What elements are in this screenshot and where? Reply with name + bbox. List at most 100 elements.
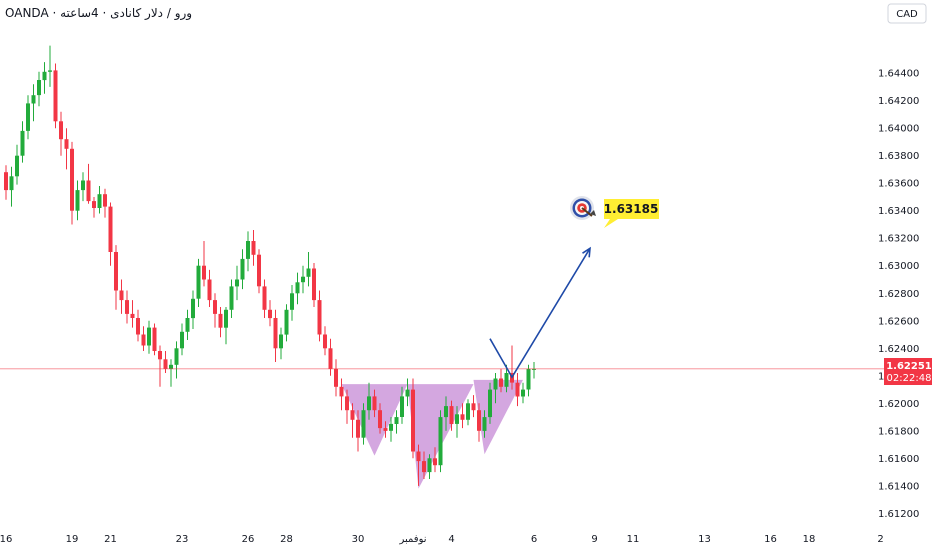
- candle[interactable]: [9, 166, 14, 207]
- target-callout[interactable]: 1.63185: [570, 196, 659, 228]
- candle[interactable]: [433, 447, 437, 473]
- candle[interactable]: [273, 309, 278, 362]
- candle[interactable]: [339, 378, 344, 411]
- candle[interactable]: [108, 202, 113, 266]
- candle[interactable]: [169, 359, 173, 387]
- projection-arrow[interactable]: [489, 246, 591, 379]
- candle[interactable]: [400, 386, 404, 424]
- candle[interactable]: [37, 71, 41, 107]
- candle[interactable]: [141, 326, 146, 351]
- candle[interactable]: [59, 111, 63, 156]
- candle[interactable]: [416, 444, 421, 486]
- candle[interactable]: [224, 307, 228, 345]
- candle[interactable]: [48, 45, 52, 87]
- candle[interactable]: [466, 399, 470, 426]
- candle[interactable]: [328, 338, 333, 376]
- candle[interactable]: [147, 320, 151, 354]
- candle[interactable]: [163, 351, 168, 373]
- candle[interactable]: [70, 141, 74, 225]
- candle[interactable]: [504, 364, 509, 393]
- candle[interactable]: [372, 389, 377, 418]
- candle[interactable]: [405, 378, 410, 407]
- candle[interactable]: [356, 410, 360, 452]
- candle[interactable]: [284, 304, 289, 342]
- candle[interactable]: [290, 285, 294, 321]
- candle[interactable]: [323, 326, 327, 356]
- candle[interactable]: [411, 378, 415, 459]
- candle[interactable]: [97, 186, 102, 214]
- candle[interactable]: [515, 373, 520, 407]
- candle[interactable]: [389, 417, 393, 442]
- candle[interactable]: [64, 128, 69, 170]
- candle[interactable]: [196, 258, 201, 307]
- currency-button[interactable]: [887, 3, 927, 24]
- candle[interactable]: [262, 279, 267, 319]
- candle[interactable]: [92, 197, 96, 218]
- candle[interactable]: [378, 403, 382, 434]
- candle[interactable]: [180, 323, 184, 356]
- pattern-triangle-3[interactable]: [473, 379, 524, 455]
- candle[interactable]: [499, 368, 503, 393]
- candle[interactable]: [526, 364, 531, 397]
- candle[interactable]: [449, 400, 454, 431]
- candle[interactable]: [477, 403, 481, 442]
- candle[interactable]: [251, 230, 256, 266]
- candle[interactable]: [532, 362, 536, 379]
- candle[interactable]: [31, 84, 36, 122]
- candle[interactable]: [20, 121, 25, 163]
- candle[interactable]: [427, 454, 432, 479]
- candle[interactable]: [422, 451, 426, 480]
- candle[interactable]: [350, 403, 355, 438]
- candle[interactable]: [455, 406, 459, 438]
- candle[interactable]: [438, 410, 443, 473]
- candle[interactable]: [218, 307, 223, 338]
- candle[interactable]: [367, 382, 371, 420]
- candle[interactable]: [185, 309, 190, 340]
- candle[interactable]: [229, 279, 234, 319]
- candle[interactable]: [86, 163, 91, 204]
- candle[interactable]: [460, 403, 465, 429]
- candle[interactable]: [235, 265, 239, 301]
- candle[interactable]: [26, 95, 30, 140]
- candle[interactable]: [130, 300, 135, 328]
- candle[interactable]: [268, 300, 272, 327]
- candle[interactable]: [301, 265, 305, 294]
- candle[interactable]: [383, 421, 388, 438]
- candle[interactable]: [279, 327, 283, 360]
- candle[interactable]: [114, 245, 118, 310]
- candle[interactable]: [334, 359, 338, 397]
- candle[interactable]: [345, 389, 349, 424]
- price-axis[interactable]: CAD 1.64400 1.64200 1.64000 1.63800 1.63600 1…: [878, 3, 927, 520]
- candle[interactable]: [191, 290, 195, 330]
- candle[interactable]: [213, 293, 217, 328]
- candle[interactable]: [81, 172, 85, 202]
- candle[interactable]: [125, 290, 129, 324]
- pattern-triangle-1[interactable]: [341, 384, 408, 456]
- candle[interactable]: [521, 382, 525, 404]
- candle[interactable]: [174, 341, 179, 379]
- candle[interactable]: [119, 279, 124, 314]
- candle[interactable]: [202, 241, 206, 287]
- candle[interactable]: [75, 180, 80, 221]
- candle[interactable]: [482, 410, 487, 438]
- candle[interactable]: [444, 396, 448, 431]
- candle[interactable]: [394, 410, 399, 434]
- candle[interactable]: [207, 269, 212, 307]
- time-axis[interactable]: 16 19 21 23 26 28 30 نوفمبر 4 6 9 11 13 16 18 2: [0, 534, 884, 545]
- candle[interactable]: [295, 272, 300, 305]
- candle[interactable]: [152, 323, 157, 356]
- candle[interactable]: [15, 144, 19, 185]
- candle[interactable]: [493, 373, 498, 404]
- candle[interactable]: [488, 382, 492, 424]
- candle[interactable]: [4, 165, 8, 200]
- candle[interactable]: [53, 63, 58, 129]
- candle[interactable]: [240, 249, 245, 290]
- candle[interactable]: [158, 345, 162, 387]
- candle[interactable]: [42, 62, 47, 94]
- candle[interactable]: [136, 309, 140, 342]
- candle[interactable]: [257, 249, 261, 294]
- candle[interactable]: [246, 231, 250, 272]
- candle[interactable]: [306, 252, 311, 287]
